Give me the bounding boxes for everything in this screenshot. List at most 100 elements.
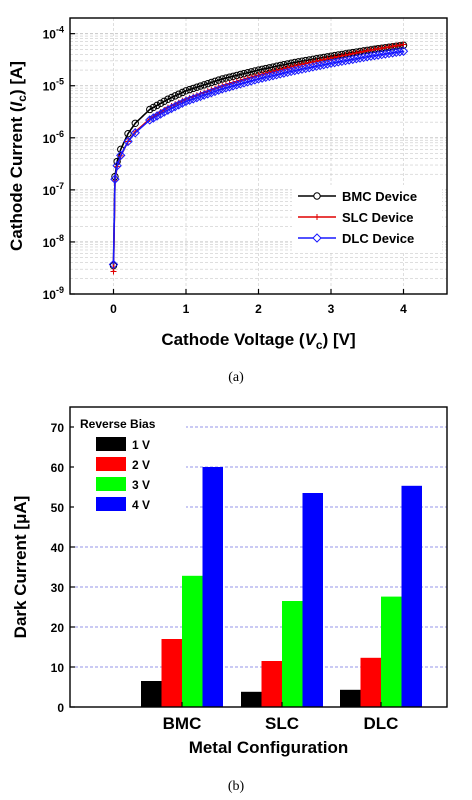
data-point (112, 161, 122, 171)
data-point (192, 92, 202, 103)
data-point (166, 103, 177, 114)
data-point (178, 88, 187, 97)
data-point (324, 55, 331, 62)
data-point (146, 105, 154, 114)
y-tick-label: 30 (51, 581, 65, 595)
x-axis-title-b: Metal Configuration (189, 738, 349, 757)
data-point (250, 75, 260, 85)
data-point (297, 64, 307, 74)
y-tick-label: 70 (51, 421, 65, 435)
y-tick-label: 10-9 (43, 285, 64, 302)
legend-marker (314, 214, 320, 220)
caption-a: (a) (228, 370, 244, 385)
y-tick-label: 10-8 (43, 233, 64, 250)
data-point (130, 128, 140, 138)
data-point (174, 100, 184, 110)
legend-label: SLC Device (342, 210, 414, 225)
data-point (222, 74, 230, 82)
bar (202, 467, 223, 707)
y-tick-label: 10-7 (43, 181, 64, 198)
y-tick-label: 10 (51, 661, 65, 675)
data-point (221, 83, 231, 93)
chart-a-iv-curves: 0 1 2 3 4 10-9 10-8 10-7 10-6 10-5 10-4 Cathode Vol… (7, 17, 448, 385)
data-point (177, 98, 188, 108)
legend-a: BMC Device SLC Device DLC Device (292, 185, 442, 251)
data-point (153, 101, 161, 110)
data-point (242, 77, 253, 87)
data-point (391, 47, 401, 58)
legend-label: 1 V (132, 438, 150, 452)
data-point (189, 84, 197, 93)
data-point (373, 50, 383, 60)
x-tick-label: DLC (364, 714, 399, 733)
data-point (362, 52, 372, 62)
y-tick-label: 10-5 (43, 77, 64, 94)
data-point (200, 81, 208, 89)
bar (401, 485, 422, 707)
data-point (290, 65, 300, 76)
data-point (229, 72, 237, 80)
data-point (271, 70, 282, 80)
data-point (210, 86, 220, 97)
y-axis-title-b: Dark Current [μA] (11, 496, 30, 639)
bar (302, 493, 323, 707)
data-point (123, 136, 133, 147)
data-point (148, 113, 159, 123)
bar (261, 661, 282, 707)
data-point (268, 70, 278, 81)
x-tick-label: 4 (400, 302, 407, 316)
data-point (235, 79, 246, 89)
data-point (195, 91, 206, 102)
data-point (131, 119, 139, 127)
y-tick-label: 40 (51, 541, 65, 555)
bar (282, 601, 303, 707)
data-point (308, 62, 318, 72)
legend-title: Reverse Bias (80, 417, 156, 431)
bar (381, 596, 402, 707)
data-point (384, 48, 394, 59)
data-point (309, 59, 316, 66)
data-point (299, 61, 305, 68)
x-tick-label: 3 (328, 302, 335, 316)
data-point (317, 57, 324, 64)
data-point (196, 82, 205, 90)
legend-marker (313, 192, 321, 200)
data-point (116, 150, 126, 161)
data-point (300, 63, 311, 74)
data-point (246, 76, 256, 86)
data-point (145, 115, 155, 125)
data-point (160, 97, 168, 106)
legend-marker (312, 233, 322, 243)
data-point (188, 94, 198, 104)
data-point (184, 95, 195, 105)
data-point (380, 49, 391, 59)
data-point (261, 72, 271, 82)
data-point (239, 78, 249, 88)
data-point (311, 61, 322, 71)
y-tick-label: 50 (51, 501, 65, 515)
data-point (152, 111, 162, 121)
data-point (295, 62, 302, 69)
data-point (204, 79, 212, 88)
x-tick-label: 0 (110, 302, 117, 316)
data-point (214, 76, 223, 84)
legend-label: DLC Device (342, 231, 414, 246)
data-point (225, 73, 234, 81)
bar (241, 691, 262, 707)
data-point (400, 41, 407, 48)
data-point (355, 53, 365, 63)
data-point (224, 82, 235, 92)
data-point (155, 109, 166, 119)
x-tick-label: SLC (265, 714, 299, 733)
y-axis-title-a: Cathode Current (Ic) [A] (7, 61, 29, 251)
bar (182, 575, 203, 707)
x-tick-label: BMC (163, 714, 202, 733)
data-point (203, 89, 213, 99)
data-point (207, 78, 216, 87)
data-point (313, 58, 320, 65)
data-point (319, 60, 329, 70)
data-point (228, 81, 238, 91)
data-point (377, 49, 387, 60)
grid-a (70, 17, 447, 295)
data-point (264, 71, 275, 82)
